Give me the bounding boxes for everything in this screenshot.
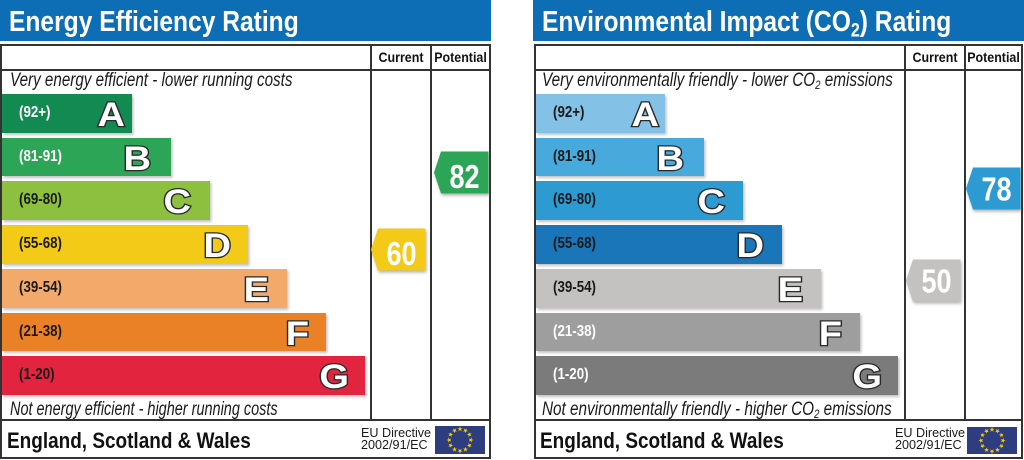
svg-text:D: D [737,226,764,265]
svg-text:A: A [631,95,658,134]
svg-text:E: E [777,270,802,309]
svg-text:C: C [697,182,724,221]
svg-text:C: C [164,182,191,221]
svg-text:G: G [853,357,883,396]
svg-text:82: 82 [449,160,479,194]
svg-text:G: G [319,357,349,396]
svg-text:F: F [819,313,842,352]
svg-text:F: F [285,313,308,352]
svg-text:E: E [244,270,269,309]
svg-text:B: B [657,138,684,177]
svg-text:A: A [98,95,125,134]
svg-text:78: 78 [981,172,1011,208]
svg-text:60: 60 [386,236,416,270]
svg-text:D: D [203,226,230,265]
svg-text:50: 50 [921,264,951,300]
svg-text:B: B [123,138,150,177]
